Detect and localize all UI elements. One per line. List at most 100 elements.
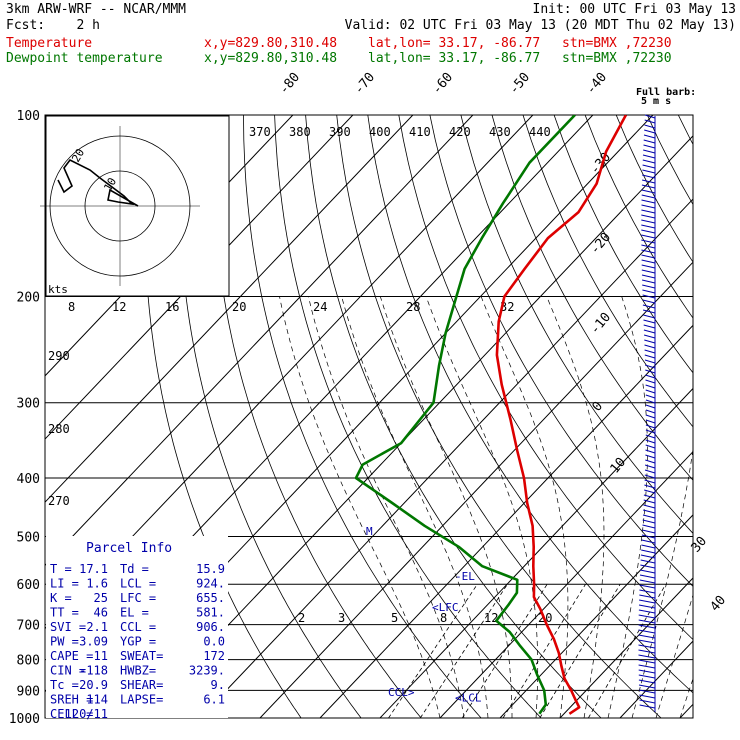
- theta-e-tick-label: 370: [249, 125, 271, 139]
- parcel-info-value: 0.0: [203, 635, 225, 649]
- theta-tick-label: 290: [48, 349, 70, 363]
- dewpoint-line: [354, 115, 576, 715]
- theta-e-tick-label: 400: [369, 125, 391, 139]
- pressure-tick-label: 700: [17, 619, 40, 634]
- dry-adiabat-line: [460, 115, 693, 534]
- parcel-info-panel: [46, 536, 228, 718]
- parcel-marker-label: -EL: [455, 570, 475, 583]
- pressure-tick-label: 400: [17, 472, 40, 487]
- theta-e-tick-label: 410: [409, 125, 431, 139]
- hodograph-speed-label: 8: [68, 300, 75, 314]
- parcel-info-key: SREH =: [50, 693, 93, 707]
- parcel-info-key: CELL =: [50, 707, 93, 721]
- parcel-info-value: 2.1: [86, 620, 108, 634]
- dry-adiabat-line: [646, 115, 693, 206]
- wind-barb-key-units: 5 m s: [641, 96, 671, 107]
- pressure-tick-label: 300: [17, 397, 40, 412]
- dry-adiabat-line: [336, 115, 662, 718]
- parcel-info-key: SWEAT=: [120, 649, 163, 663]
- theta-e-tick-label: 440: [529, 125, 551, 139]
- dry-adiabat-line: [178, 115, 362, 718]
- moist-adiabat-line: [341, 296, 489, 718]
- isotherm-line: [619, 640, 693, 718]
- moist-adiabat-line: [425, 296, 539, 718]
- parcel-info-value: 15.9: [196, 562, 225, 576]
- parcel-info-key: PW =: [50, 635, 79, 649]
- hodograph-speed-label: 28: [406, 300, 420, 314]
- dry-adiabat-line: [522, 115, 693, 428]
- init-time: Init: 00 UTC Fri 03 May 13: [532, 2, 737, 17]
- theta-e-tick-label: 430: [489, 125, 511, 139]
- dry-adiabat-line: [615, 115, 693, 263]
- isotherm-tick-label: -70: [352, 70, 379, 98]
- pressure-tick-label: 1000: [9, 712, 40, 727]
- parcel-info-value: 3.09: [79, 635, 108, 649]
- parcel-info-value: 655.: [196, 591, 225, 605]
- mixing-ratio-line: [388, 584, 478, 718]
- parcel-info-key: CAPE =: [50, 649, 93, 663]
- parcel-info-value: 3239.: [189, 664, 225, 678]
- parcel-info-value: -118: [79, 664, 108, 678]
- legend-dewpoint: Dewpoint temperature: [6, 51, 163, 66]
- loc-xy-temp: x,y=829.80,310.48: [204, 36, 338, 51]
- parcel-info-value: 17.1: [79, 562, 108, 576]
- dry-adiabat-line: [305, 115, 602, 718]
- mixing-ratio-tick-label: 3: [338, 611, 345, 625]
- mixing-ratio-line: [502, 584, 586, 718]
- moist-adiabat-line: [308, 296, 465, 718]
- parcel-info-value: 906.: [196, 620, 225, 634]
- parcel-info-value: 120/11: [65, 707, 108, 721]
- temperature-line: [495, 115, 628, 715]
- parcel-marker-label: <LCL: [455, 691, 482, 704]
- valid-time: Valid: 02 UTC Fri 03 May 13 (20 MDT Thu …: [344, 18, 736, 33]
- parcel-info-key: LCL =: [120, 577, 156, 591]
- parcel-info-value: 1.6: [86, 577, 108, 591]
- parcel-marker-label: M: [366, 525, 373, 538]
- isotherm-tick-label: -50: [507, 70, 534, 98]
- parcel-info-key: YGP =: [120, 635, 156, 649]
- theta-e-tick-label: 380: [289, 125, 311, 139]
- dry-adiabat-line: [429, 115, 693, 587]
- isotherm-line: [379, 387, 693, 718]
- isotherm-line: [439, 450, 693, 718]
- isotherm-tick-label: 30: [689, 534, 711, 556]
- parcel-info-key: HWBZ=: [120, 664, 156, 678]
- forecast-hour: Fcst: 2 h: [6, 18, 100, 33]
- mixing-ratio-line: [419, 584, 508, 718]
- dry-adiabat-line: [584, 115, 693, 319]
- dry-adiabat-line: [274, 115, 542, 718]
- loc-stn-temp: stn=BMX ,72230: [562, 36, 672, 51]
- isotherm-line: [259, 261, 693, 718]
- parcel-info-key: SVI =: [50, 620, 86, 634]
- hodograph-speed-label: 24: [313, 300, 327, 314]
- theta-tick-label: 270: [48, 494, 70, 508]
- theta-tick-label: 280: [48, 422, 70, 436]
- moist-adiabat-line: [679, 677, 693, 718]
- dry-adiabat-line: [367, 115, 693, 694]
- isotherm-line: [199, 198, 693, 718]
- parcel-marker-label: CCL>: [388, 686, 415, 699]
- mixing-ratio-line: [587, 584, 667, 718]
- moist-adiabat-line: [607, 296, 648, 718]
- parcel-info-value: 9.: [211, 678, 225, 692]
- moist-adiabat-line: [279, 296, 441, 718]
- parcel-info-key: SHEAR=: [120, 678, 163, 692]
- legend-temperature: Temperature: [6, 36, 93, 51]
- loc-stn-dew: stn=BMX ,72230: [562, 51, 672, 66]
- hodograph-speed-label: 12: [112, 300, 126, 314]
- parcel-info-key: CCL =: [120, 620, 156, 634]
- mixing-ratio-tick-label: 5: [391, 611, 398, 625]
- dry-adiabat-line: [709, 115, 740, 718]
- hodograph-trace: [57, 158, 139, 207]
- isotherm-tick-label: -20: [588, 230, 615, 258]
- isotherm-line: [499, 514, 693, 718]
- moist-adiabat-line: [546, 296, 605, 718]
- mixing-ratio-tick-label: 2: [298, 611, 305, 625]
- hodograph-ring-label: 20: [69, 147, 87, 165]
- mixing-ratio-line: [539, 584, 621, 718]
- dry-adiabat-line: [398, 115, 693, 641]
- isotherm-line: [45, 115, 354, 440]
- isotherm-tick-label: -60: [430, 70, 457, 98]
- parcel-info-value: 11: [94, 649, 108, 663]
